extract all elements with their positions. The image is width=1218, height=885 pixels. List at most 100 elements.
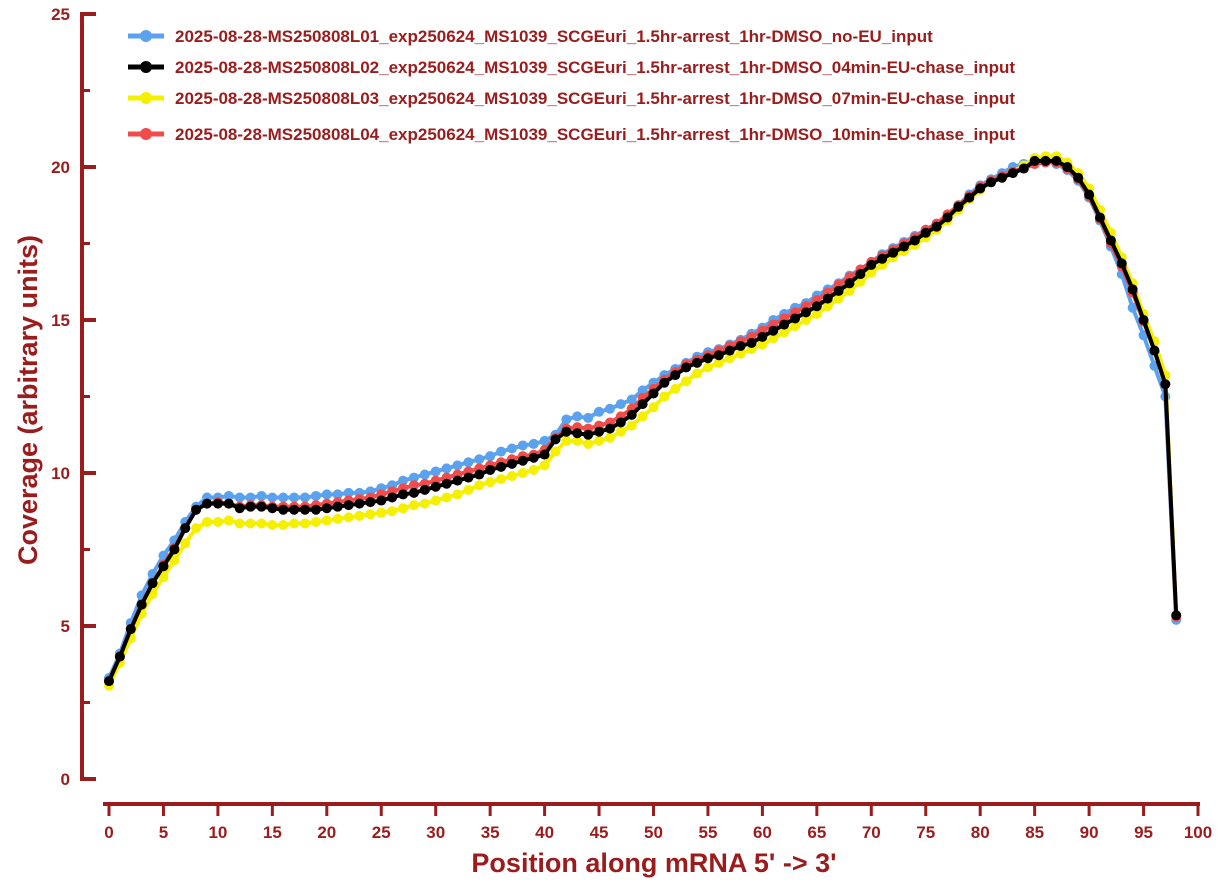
data-point [1171, 610, 1182, 621]
data-point [496, 461, 507, 472]
data-point [833, 293, 844, 304]
data-point [441, 463, 452, 474]
data-point [768, 333, 779, 344]
data-point [583, 429, 594, 440]
data-point [310, 504, 321, 515]
data-point [1116, 258, 1127, 269]
data-point [191, 523, 202, 534]
data-point [245, 518, 256, 529]
data-point [866, 267, 877, 278]
x-tick-label: 95 [1134, 823, 1153, 842]
data-point [430, 495, 441, 506]
data-point [419, 498, 430, 509]
data-point [104, 676, 114, 687]
data-point [441, 492, 452, 503]
series-2 [104, 155, 1182, 687]
series-line [107, 160, 1179, 682]
data-point [278, 520, 289, 531]
data-point [920, 227, 931, 238]
data-point [1040, 155, 1051, 166]
x-tick-label: 35 [481, 823, 500, 842]
data-point [757, 331, 768, 342]
data-point [833, 285, 844, 296]
data-point [158, 561, 169, 572]
data-point [670, 370, 681, 381]
data-point [256, 490, 267, 501]
x-tick-label: 15 [263, 823, 282, 842]
data-point [888, 247, 899, 258]
data-point [975, 183, 986, 194]
data-point [1018, 163, 1029, 174]
data-point [485, 464, 496, 475]
axes-layer: 0 5 10 15 20 25 0 5 10 15 20 25 30 35 40 45 50 55 60 65 70 75… [51, 5, 1212, 842]
data-point [1138, 315, 1149, 325]
data-point [572, 435, 583, 446]
y-tick-label: 20 [51, 158, 70, 177]
data-point [376, 495, 387, 506]
data-point [637, 385, 648, 396]
data-point [528, 452, 539, 463]
data-point [332, 489, 343, 500]
data-point [594, 426, 605, 437]
data-point [452, 475, 463, 486]
data-point [539, 435, 550, 446]
data-point [234, 518, 245, 529]
data-point [779, 327, 790, 338]
data-point [278, 504, 289, 515]
data-point [681, 362, 692, 373]
y-tick-label: 5 [61, 617, 70, 636]
data-point [1051, 155, 1062, 166]
data-point [648, 388, 659, 399]
data-point [245, 501, 256, 512]
data-point [300, 492, 311, 503]
data-point [670, 383, 681, 394]
legend-label: 2025-08-28-MS250808L02_exp250624_MS1039_… [175, 58, 1015, 77]
data-point [1007, 168, 1018, 179]
data-point [441, 478, 452, 489]
data-point [398, 503, 409, 514]
legend-swatch-marker [140, 128, 152, 140]
x-tick-label: 80 [971, 823, 990, 842]
data-point [702, 353, 713, 364]
data-point [528, 464, 539, 475]
data-point [561, 435, 572, 446]
data-point [169, 555, 180, 566]
series-3 [104, 151, 1182, 691]
data-point [310, 490, 321, 501]
y-tick-label: 10 [51, 464, 70, 483]
data-point [191, 504, 202, 515]
data-point [692, 368, 703, 379]
data-point [278, 492, 289, 503]
data-point [1062, 162, 1073, 172]
data-point [343, 500, 354, 511]
data-point [517, 468, 528, 478]
data-point [506, 471, 517, 482]
y-tick-label: 25 [51, 5, 70, 24]
data-point [713, 350, 724, 361]
data-point [1094, 212, 1105, 223]
legend-swatch-marker [140, 61, 152, 73]
x-tick-label: 25 [372, 823, 391, 842]
data-point [223, 490, 234, 501]
data-point [212, 498, 223, 509]
data-point [757, 339, 768, 350]
legend: 2025-08-28-MS250808L01_exp250624_MS1039_… [128, 27, 1015, 144]
data-point [909, 235, 920, 246]
series-4 [104, 157, 1182, 687]
data-point [452, 489, 463, 500]
data-point [626, 409, 637, 420]
data-point [202, 498, 213, 509]
data-point [713, 357, 724, 368]
data-point [1127, 302, 1138, 313]
data-point [931, 221, 942, 232]
data-point [561, 414, 572, 425]
data-point [202, 516, 213, 527]
data-point [724, 345, 735, 356]
data-point [332, 513, 343, 524]
data-point [855, 269, 866, 280]
data-point [332, 501, 343, 512]
data-point [125, 624, 136, 635]
data-point [637, 399, 648, 410]
data-point [811, 308, 822, 319]
data-point [550, 434, 561, 445]
